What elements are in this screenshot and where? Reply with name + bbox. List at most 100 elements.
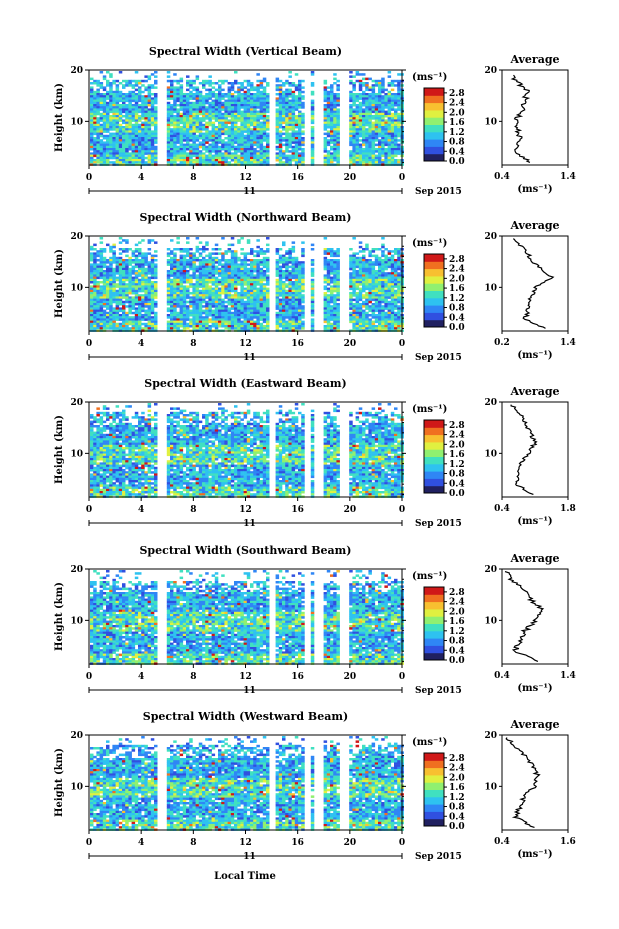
heatmap-cell	[102, 265, 107, 269]
heatmap-cell	[102, 121, 107, 125]
heatmap-cell	[99, 250, 104, 253]
heatmap-cell	[330, 270, 334, 273]
heatmap-cell	[141, 79, 145, 83]
heatmap-cell	[243, 283, 248, 286]
heatmap-cell	[230, 143, 235, 147]
heatmap-cell	[349, 283, 353, 286]
heatmap-cell	[240, 267, 244, 271]
heatmap-cell	[208, 97, 212, 100]
heatmap-cell	[237, 270, 241, 273]
heatmap-cell	[355, 259, 360, 262]
heatmap-cell	[371, 137, 376, 140]
heatmap-cell	[387, 126, 392, 129]
heatmap-cell	[259, 121, 264, 125]
heatmap-cell	[176, 270, 180, 273]
heatmap-cell	[288, 292, 292, 295]
heatmap-cell	[93, 287, 97, 291]
heatmap-cell	[189, 254, 193, 258]
colorbar-unit: (ms⁻¹)	[412, 72, 447, 83]
heatmap-cell	[109, 97, 113, 100]
heatmap-cell	[234, 117, 238, 120]
heatmap-cell	[170, 270, 174, 273]
heatmap-cell	[310, 73, 315, 76]
heatmap-cell	[368, 267, 372, 271]
heatmap-cell	[250, 296, 254, 299]
heatmap-cell	[371, 121, 376, 125]
heatmap-cell	[381, 126, 385, 129]
heatmap-cell	[176, 294, 180, 297]
heatmap-cell	[256, 95, 260, 98]
heatmap-cell	[323, 95, 328, 98]
heatmap-cell	[310, 303, 315, 306]
heatmap-cell	[186, 296, 190, 299]
heatmap-cell	[301, 126, 305, 129]
heatmap-cell	[99, 123, 104, 127]
heatmap-cell	[266, 145, 270, 149]
heatmap-cell	[192, 134, 196, 138]
heatmap-cell	[390, 265, 395, 269]
heatmap-cell	[131, 154, 136, 158]
heatmap-cell	[278, 84, 283, 87]
heatmap-cell	[131, 303, 136, 306]
heatmap-cell	[115, 110, 120, 114]
heatmap-cell	[195, 106, 200, 109]
heatmap-cell	[310, 143, 315, 147]
heatmap-cell	[189, 259, 193, 262]
heatmap-cell	[218, 115, 222, 118]
heatmap-cell	[387, 93, 392, 96]
heatmap-cell	[208, 259, 212, 262]
heatmap-cell	[214, 119, 219, 122]
heatmap-cell	[266, 265, 270, 269]
heatmap-cell	[173, 88, 177, 92]
heatmap-cell	[310, 159, 315, 162]
heatmap-cell	[230, 263, 235, 266]
heatmap-cell	[176, 145, 180, 149]
heatmap-cell	[358, 159, 363, 162]
heatmap-cell	[186, 121, 190, 125]
heatmap-cell	[333, 101, 337, 105]
heatmap-cell	[166, 101, 171, 105]
heatmap-cell	[99, 126, 104, 129]
heatmap-cell	[278, 156, 283, 160]
heatmap-cell	[221, 82, 225, 85]
heatmap-cell	[378, 130, 382, 133]
heatmap-cell	[118, 237, 123, 240]
heatmap-cell	[275, 278, 280, 282]
heatmap-cell	[195, 276, 200, 280]
heatmap-cell	[150, 139, 155, 142]
heatmap-cell	[240, 101, 244, 105]
heatmap-cell	[198, 152, 203, 155]
heatmap-cell	[221, 270, 225, 273]
heatmap-cell	[374, 292, 379, 295]
heatmap-cell	[131, 250, 136, 253]
heatmap-cell	[122, 270, 126, 273]
heatmap-cell	[176, 159, 180, 162]
heatmap-cell	[330, 117, 334, 120]
heatmap-cell	[205, 303, 209, 306]
heatmap-cell	[288, 285, 292, 288]
heatmap-cell	[109, 73, 113, 76]
heatmap-cell	[250, 278, 254, 282]
heatmap-cell	[179, 112, 184, 116]
heatmap-cell	[371, 79, 376, 83]
heatmap-cell	[150, 265, 155, 269]
heatmap-cell	[278, 130, 283, 133]
heatmap-cell	[198, 294, 203, 297]
heatmap-cell	[208, 159, 212, 162]
heatmap-cell	[214, 243, 219, 247]
heatmap-cell	[246, 150, 251, 153]
heatmap-cell	[93, 254, 97, 258]
heatmap-cell	[288, 108, 292, 111]
heatmap-cell	[253, 119, 257, 122]
heatmap-cell	[288, 296, 292, 299]
heatmap-cell	[358, 104, 363, 107]
heatmap-cell	[230, 256, 235, 260]
heatmap-cell	[227, 263, 232, 266]
heatmap-cell	[125, 159, 129, 162]
heatmap-cell	[294, 73, 299, 76]
heatmap-cell	[349, 267, 353, 271]
heatmap-cell	[147, 270, 152, 273]
heatmap-cell	[365, 159, 369, 162]
heatmap-cell	[198, 259, 203, 262]
heatmap-cell	[214, 108, 219, 111]
